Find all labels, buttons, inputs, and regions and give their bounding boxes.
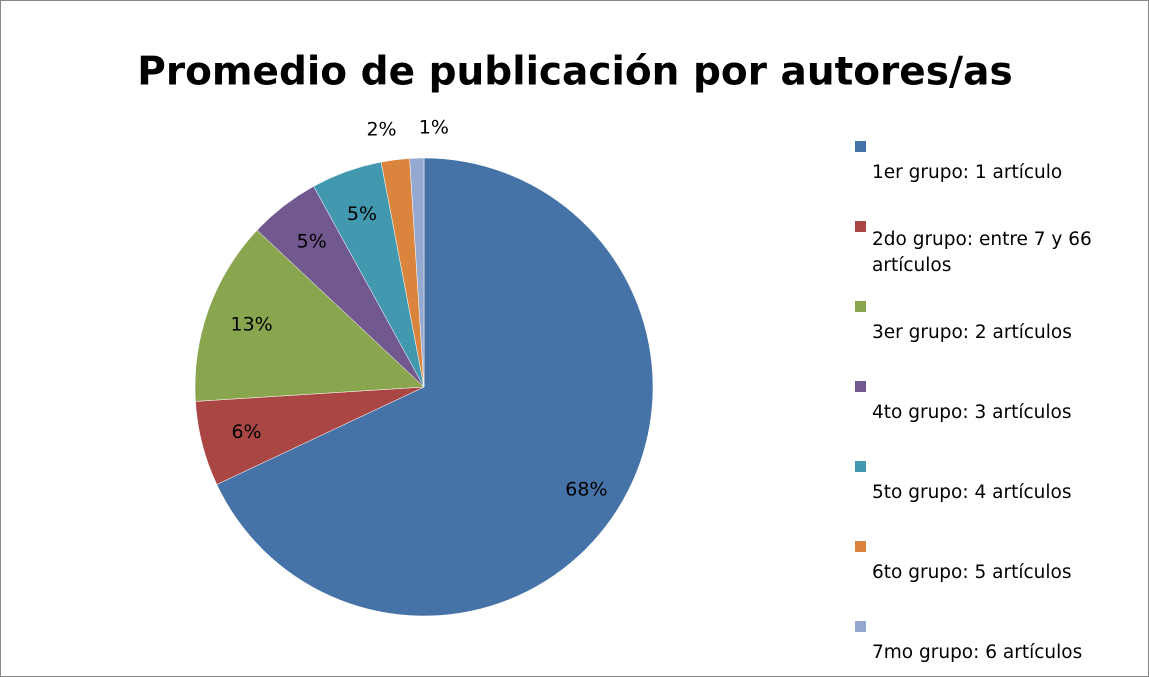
legend-swatch (855, 301, 866, 312)
legend-label: 5to grupo: 4 artículos (872, 482, 1072, 503)
legend-swatch (855, 541, 866, 552)
legend-swatch (855, 221, 866, 232)
legend-item: 5to grupo: 4 artículos (855, 453, 1140, 533)
legend-swatch (855, 381, 866, 392)
legend-label: 2do grupo: entre 7 y 66 artículos (872, 229, 1092, 276)
legend-item: 4to grupo: 3 artículos (855, 373, 1140, 453)
data-label: 5% (347, 203, 377, 225)
legend: 1er grupo: 1 artículo 2do grupo: entre 7 … (855, 133, 1140, 677)
data-label: 13% (231, 313, 273, 335)
data-label: 6% (231, 421, 261, 443)
legend-label: 3er grupo: 2 artículos (872, 322, 1072, 343)
legend-item: 2do grupo: entre 7 y 66 artículos (855, 213, 1140, 293)
pie-slice (409, 157, 425, 388)
data-label: 68% (565, 479, 607, 501)
legend-label: 7mo grupo: 6 artículos (872, 642, 1083, 663)
pie-slice (216, 157, 654, 617)
legend-item: 3er grupo: 2 artículos (855, 293, 1140, 373)
data-label: 5% (297, 231, 327, 253)
data-label: 1% (419, 117, 449, 139)
legend-swatch (855, 621, 866, 632)
legend-label: 4to grupo: 3 artículos (872, 402, 1072, 423)
legend-label: 6to grupo: 5 artículos (872, 562, 1072, 583)
legend-swatch (855, 141, 866, 152)
pie-slice (194, 229, 425, 402)
chart-title: Promedio de publicación por autores/as (137, 50, 1012, 95)
legend-swatch (855, 461, 866, 472)
legend-item: 1er grupo: 1 artículo (855, 133, 1140, 213)
legend-item: 6to grupo: 5 artículos (855, 533, 1140, 613)
data-label: 2% (366, 119, 396, 141)
legend-label: 1er grupo: 1 artículo (872, 162, 1063, 183)
legend-item: 7mo grupo: 6 artículos (855, 613, 1140, 677)
